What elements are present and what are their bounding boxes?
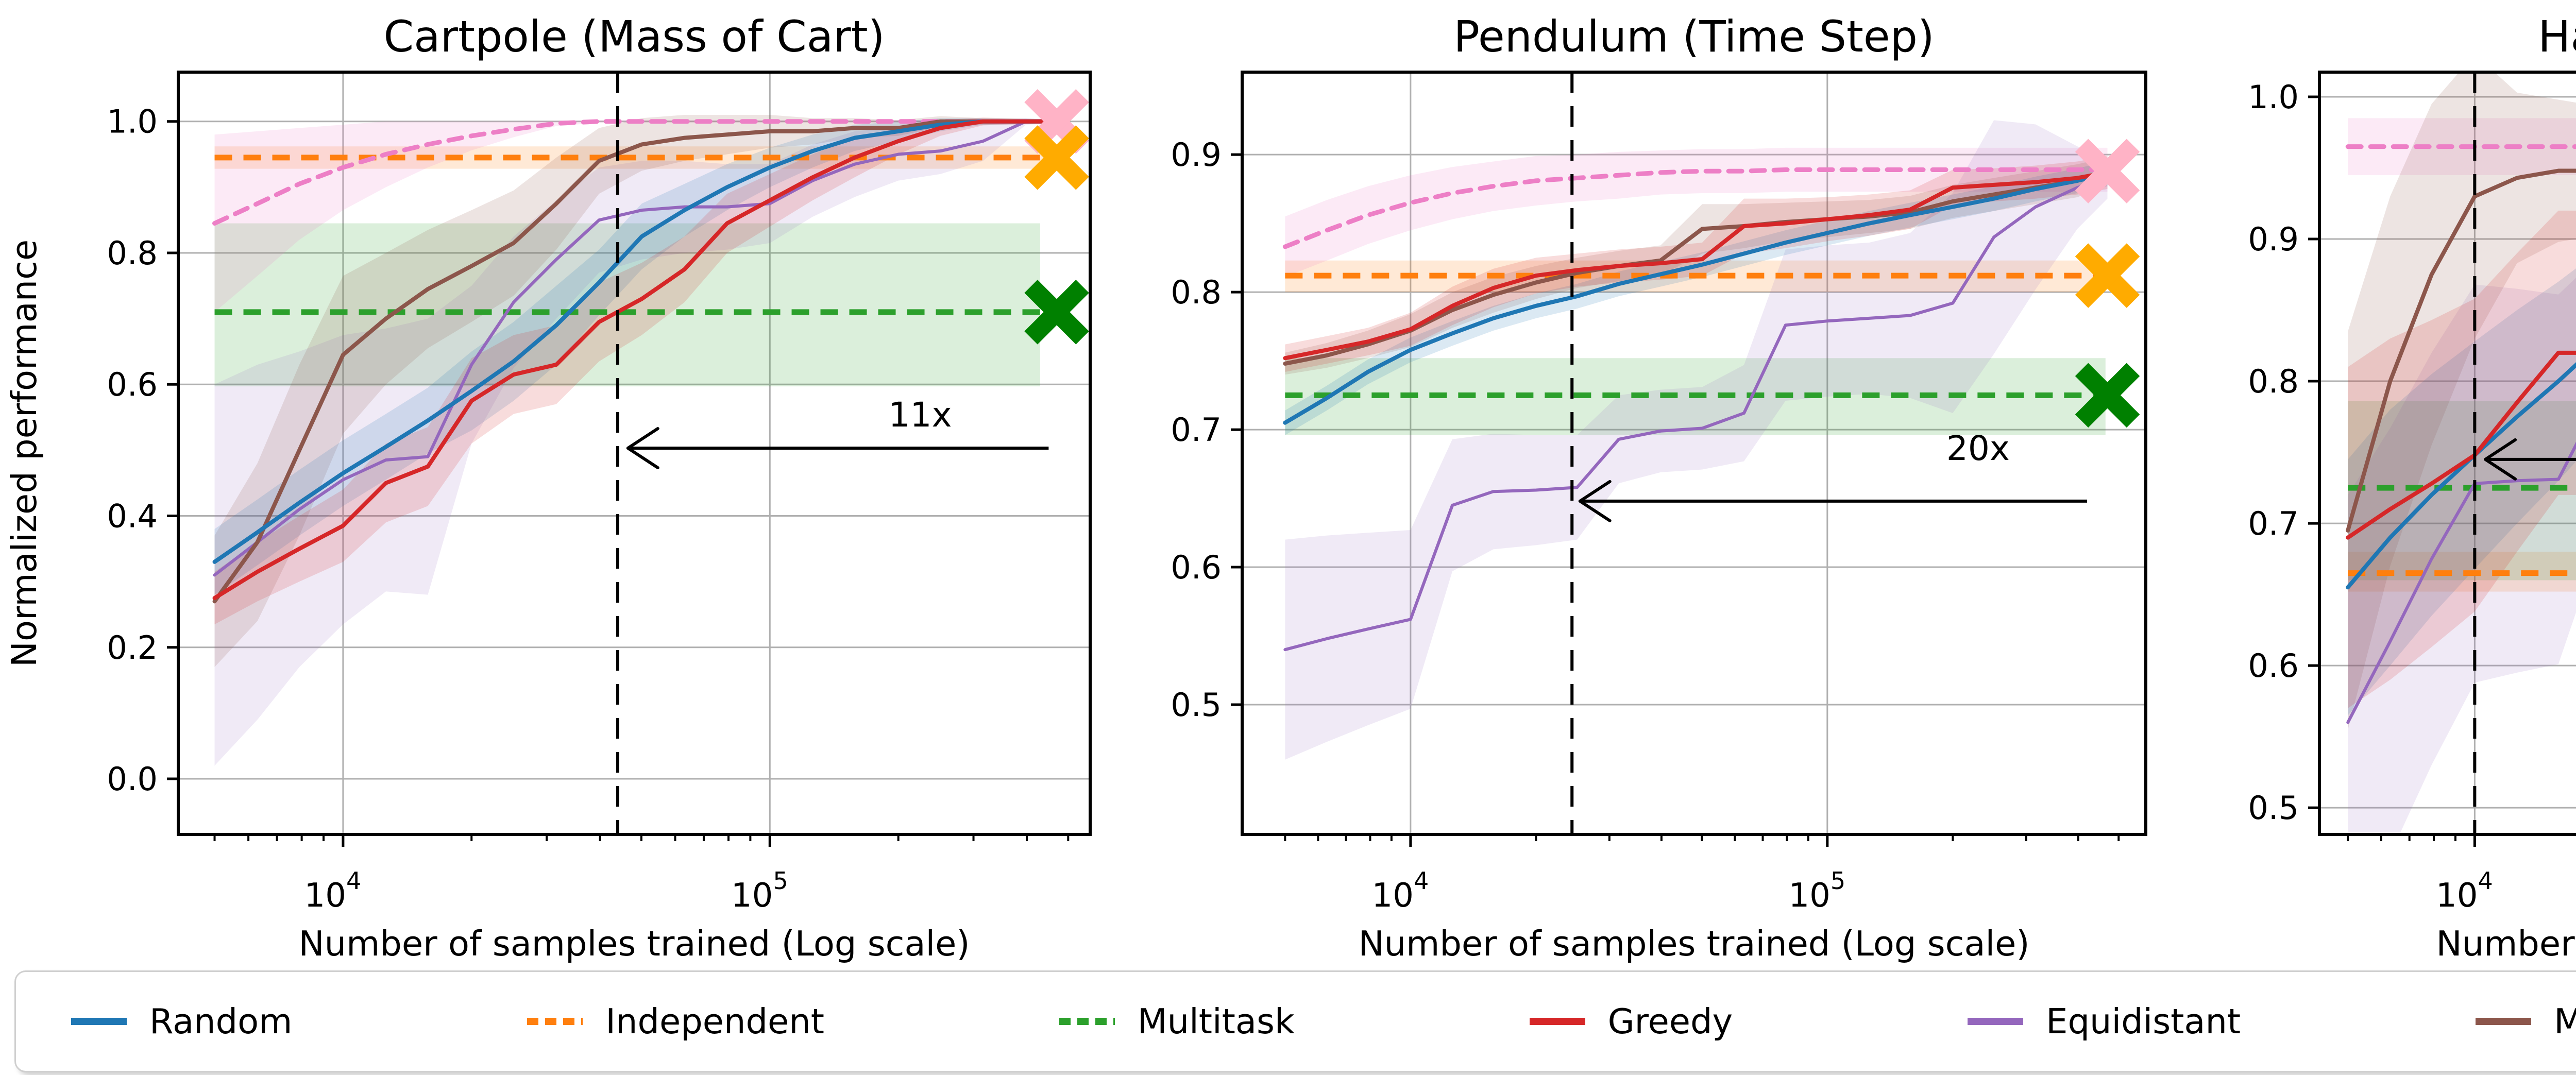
y-tick-label: 0.9	[2248, 220, 2299, 258]
y-tick-label: 0.8	[2248, 363, 2299, 400]
x-tick-label: 104	[304, 867, 362, 915]
speedup-arrowhead	[2484, 438, 2517, 481]
x-axis-label: Number of samples trained (Log scale)	[299, 924, 970, 964]
y-tick-label: 0.2	[107, 629, 158, 667]
series-line-equidistant	[2346, 441, 2576, 724]
series-line-equidistant	[1283, 176, 2109, 652]
y-tick-label: 1.0	[107, 103, 158, 141]
axes-frame	[2318, 71, 2576, 836]
x-axis-label: Number of samples trained (Log scale)	[2436, 924, 2576, 964]
legend-item-independent: Independent	[526, 1001, 824, 1042]
series-line-greedy	[212, 119, 1059, 601]
speedup-arrowhead	[626, 427, 659, 470]
legend-label: MBTL	[2554, 1001, 2576, 1042]
x-tick-label: 104	[1372, 867, 1429, 915]
legend-label: Random	[149, 1001, 293, 1042]
marker-x-independent	[1024, 125, 1089, 190]
marker-x-seq_oracle	[2075, 139, 2140, 203]
series-band-random	[214, 118, 1057, 595]
series-line-equidistant	[213, 120, 1059, 577]
legend-item-equidistant: Equidistant	[1967, 1001, 2241, 1042]
axes-frame	[177, 71, 1092, 836]
series-band-greedy	[214, 117, 1057, 625]
y-tick-label: 0.9	[1171, 136, 1222, 174]
y-tick-label: 0.6	[1171, 549, 1222, 586]
annotation-11x: 11x	[889, 395, 952, 435]
legend-item-mbtl: MBTL	[2475, 1001, 2576, 1042]
legend-swatch-random	[71, 1018, 127, 1025]
series-band-greedy	[2348, 210, 2576, 708]
series-band-seq_oracle	[214, 120, 1057, 312]
legend-label: Independent	[605, 1001, 824, 1042]
subplot-title: Pendulum (Time Step)	[1453, 11, 1934, 62]
y-tick-label: 0.4	[107, 498, 158, 535]
subplot-title: Cartpole (Mass of Cart)	[383, 11, 885, 62]
marker-x-multitask	[1024, 280, 1089, 345]
series-band-mbtl	[2348, 72, 2576, 730]
y-tick-label: 0.5	[1171, 686, 1222, 724]
series-line-mbtl	[212, 119, 1059, 604]
subplot-halfcheetah: 50x0.50.60.70.80.91.0104105Halfcheetah (…	[2248, 11, 2576, 964]
speedup-arrowhead	[1578, 480, 1612, 522]
series-line-random	[212, 119, 1059, 564]
series-line-seq_oracle	[212, 119, 1059, 226]
legend-label: Equidistant	[2046, 1001, 2241, 1042]
series-line-random	[2346, 362, 2576, 590]
legend: Random Independent Multitask Greedy Equidist…	[14, 970, 2576, 1072]
legend-item-greedy: Greedy	[1529, 1001, 1733, 1042]
series-band-seq_oracle	[1285, 147, 2108, 277]
series-line-random	[1283, 172, 2110, 425]
y-tick-label: 0.6	[107, 366, 158, 403]
subplot-cartpole: 11x 0.0 0.2 0.4 0.6 0.8 1.0 104 105 Cartpole (Mas…	[4, 11, 1092, 964]
legend-swatch-greedy	[1529, 1018, 1585, 1025]
series-band-equidistant	[1285, 120, 2108, 760]
marker-x-multitask	[2075, 363, 2140, 428]
series-line-greedy	[2346, 350, 2576, 540]
marker-x-independent	[2075, 243, 2140, 308]
subplot-title: Halfcheetah (Friction)	[2538, 11, 2576, 62]
y-tick-label: 0.6	[2248, 647, 2299, 685]
y-tick-label: 1.0	[2248, 78, 2299, 116]
legend-label: Greedy	[1607, 1001, 1733, 1042]
series-line-seq_oracle	[1282, 167, 2110, 249]
legend-swatch-independent	[527, 1018, 583, 1025]
series-band-random	[2348, 268, 2576, 715]
y-tick-label: 0.7	[1171, 411, 1222, 449]
y-tick-label: 0.0	[107, 760, 158, 798]
series-line-greedy	[1283, 170, 2110, 361]
series-line-mbtl	[2346, 168, 2576, 533]
legend-item-random: Random	[70, 1001, 292, 1042]
x-tick-label: 105	[731, 867, 788, 915]
series-band-mbtl	[214, 114, 1057, 668]
y-tick-label: 0.5	[2248, 789, 2299, 827]
legend-item-multitask: Multitask	[1058, 1001, 1295, 1042]
axes-frame	[1241, 71, 2147, 836]
y-tick-label: 0.8	[1171, 274, 1222, 311]
legend-swatch-equidistant	[1968, 1018, 2024, 1025]
annotation-20x: 20x	[1946, 429, 2010, 468]
series-band-equidistant	[214, 118, 1057, 766]
x-tick-label: 105	[1788, 867, 1845, 915]
y-tick-label: 0.8	[107, 234, 158, 272]
band-multitask	[2348, 401, 2576, 581]
legend-label: Multitask	[1137, 1001, 1295, 1042]
legend-swatch-mbtl	[2476, 1018, 2532, 1025]
x-tick-label: 104	[2436, 867, 2493, 915]
x-axis-label: Number of samples trained (Log scale)	[1359, 924, 2030, 964]
subplot-pendulum: 20x 0.5 0.6 0.7 0.8 0.9 104 105 Pendulum (Time S…	[1171, 11, 2147, 964]
y-tick-label: 0.7	[2248, 505, 2299, 542]
y-axis-label: Normalized performance	[4, 240, 44, 667]
legend-swatch-multitask	[1059, 1018, 1115, 1025]
